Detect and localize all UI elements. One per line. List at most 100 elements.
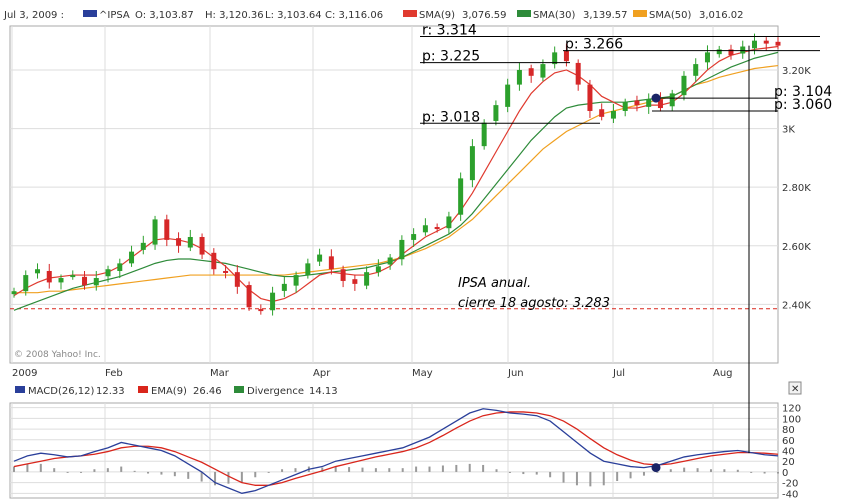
candle-body: [516, 69, 522, 85]
sma50-swatch: [633, 10, 647, 17]
divergence-bar: [629, 471, 632, 479]
divergence-bar: [173, 471, 176, 477]
divergence-bar: [187, 471, 190, 479]
macd-y-tick-label: 100: [782, 414, 801, 425]
candle-body: [481, 122, 487, 147]
candle-body: [646, 99, 652, 107]
divergence-label: Divergence: [247, 386, 304, 397]
candle-body: [387, 257, 393, 265]
macd-grid: [10, 403, 778, 498]
candle-body: [704, 52, 710, 63]
header-low: L: 3,103.64: [265, 10, 322, 21]
sma30-swatch: [517, 10, 531, 17]
divergence-bar: [93, 469, 96, 472]
divergence-bar: [66, 471, 69, 473]
macd-y-tick-label: -20: [782, 479, 798, 490]
macd-divergence-bars: [13, 463, 779, 487]
divergence-bar: [562, 471, 565, 483]
candle-body: [270, 292, 276, 311]
divergence-bar: [750, 471, 753, 473]
candle-body: [352, 279, 358, 284]
sma9-value: 3,076.59: [462, 10, 507, 21]
candle-body: [669, 93, 675, 107]
divergence-bar: [80, 471, 83, 473]
candle-body: [11, 291, 17, 295]
candle-body: [399, 239, 405, 260]
candle-body: [552, 52, 558, 65]
divergence-bar: [321, 467, 324, 472]
divergence-bar: [39, 463, 42, 472]
divergence-bar: [495, 469, 498, 472]
macd-y-tick-label: -40: [782, 489, 798, 500]
candle-body: [293, 275, 299, 286]
macd-y-tick-label: 60: [782, 436, 795, 447]
divergence-bar: [482, 464, 485, 472]
divergence-bar: [348, 467, 351, 472]
divergence-bar: [106, 468, 109, 472]
candle-body: [422, 225, 428, 233]
ema-value: 26.46: [193, 386, 222, 397]
y-tick-label: 2.80K: [782, 183, 811, 194]
macd-header: [10, 380, 778, 400]
macd-label: MACD(26,12): [28, 386, 95, 397]
candle-body: [493, 105, 499, 121]
x-tick-label: Mar: [210, 368, 230, 379]
annotation-label: p: 3.104: [774, 84, 832, 100]
candle-body: [751, 40, 757, 49]
candle-body: [46, 270, 52, 283]
candle-body: [223, 270, 229, 273]
y-tick-label: 3.20K: [782, 66, 811, 77]
divergence-bar: [763, 471, 766, 474]
divergence-bar: [294, 468, 297, 472]
candle-body: [129, 251, 135, 264]
sma50-value: 3,016.02: [699, 10, 744, 21]
divergence-bar: [522, 471, 525, 475]
macd-close-button[interactable]: ✕: [788, 381, 802, 395]
header-high: H: 3,120.36: [205, 10, 264, 21]
divergence-bar: [53, 468, 56, 472]
candle-body: [199, 236, 205, 255]
divergence-swatch: [234, 386, 244, 393]
ema-swatch: [138, 386, 148, 393]
annotation-label: p: 3.225: [422, 49, 480, 65]
x-tick-label: Feb: [105, 368, 123, 379]
annotation-label: p: 3.266: [565, 37, 623, 53]
macd-y-tick-label: 20: [782, 457, 795, 468]
candle-body: [364, 272, 370, 286]
header-bar: Jul 3, 2009 : ^IPSA O: 3,103.87 H: 3,120…: [3, 10, 744, 21]
close-icon[interactable]: [788, 381, 802, 395]
macd-line: [13, 408, 779, 494]
copyright-text: © 2008 Yahoo! Inc.: [14, 350, 101, 360]
candle-body: [728, 49, 734, 56]
sma30-value: 3,139.57: [583, 10, 628, 21]
divergence-bar: [160, 471, 163, 475]
divergence-bar: [777, 471, 779, 474]
candlesticks: [11, 33, 781, 316]
candle-body: [234, 272, 240, 287]
divergence-bar: [508, 471, 511, 473]
candle-body: [70, 275, 76, 278]
sma50-label: SMA(50): [649, 10, 691, 21]
divergence-bar: [468, 463, 471, 472]
divergence-bar: [709, 469, 712, 472]
y-tick-label: 2.40K: [782, 300, 811, 311]
candle-body: [469, 146, 475, 181]
ema-label: EMA(9): [151, 386, 187, 397]
divergence-bar: [656, 471, 659, 473]
candle-body: [575, 62, 581, 85]
candle-body: [317, 254, 323, 262]
candle-body: [763, 40, 769, 44]
divergence-bar: [214, 471, 217, 486]
divergence-bar: [120, 466, 123, 472]
divergence-bar: [441, 465, 444, 472]
candle-body: [246, 285, 252, 308]
candle-body: [716, 49, 722, 55]
x-tick-label: 2009: [12, 368, 37, 379]
divergence-bar: [401, 468, 404, 472]
divergence-bar: [575, 471, 578, 486]
candle-body: [657, 99, 663, 109]
close-icon-glyph: ✕: [791, 384, 799, 395]
annotation-label: r: 3.314: [422, 23, 477, 39]
x-tick-label: Apr: [313, 368, 331, 379]
